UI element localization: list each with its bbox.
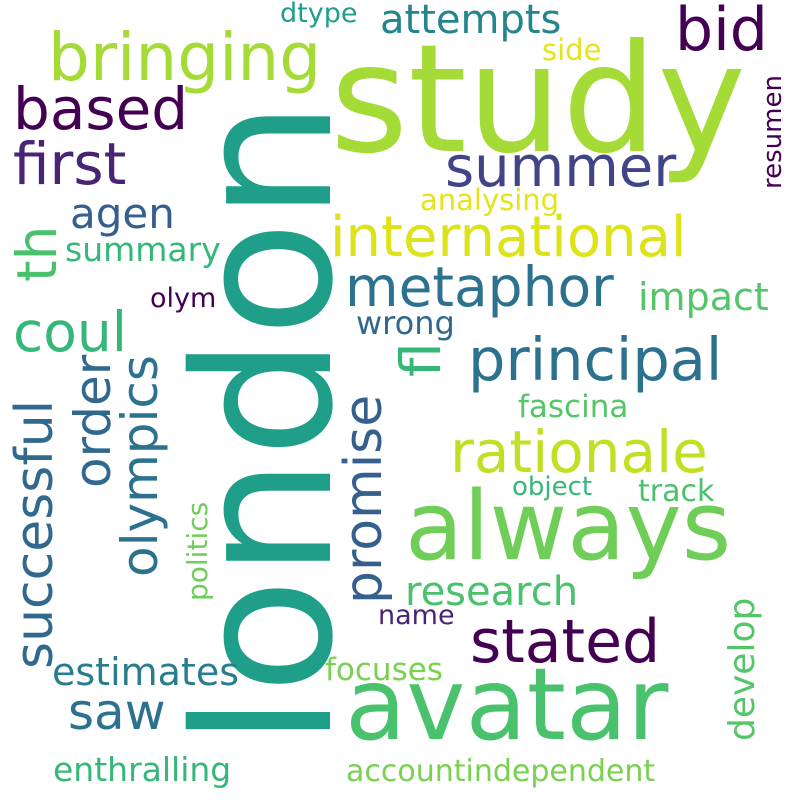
word-enthralling: enthralling [53,750,232,789]
word-accountindependent: accountindependent [346,754,656,789]
word-based: based [13,75,189,143]
word-first: first [13,130,127,198]
word-track: track [638,474,715,509]
word-coul: coul [13,300,128,364]
word-international: international [330,205,687,270]
word-politics: politics [181,501,214,601]
word-research: research [405,569,579,615]
word-resumen: resumen [758,75,788,189]
word-stated: stated [470,607,661,677]
word-dtype: dtype [280,0,358,29]
word-attempts: attempts [380,0,562,43]
word-olympics: olympics [111,355,169,577]
word-olym: olym [150,283,217,314]
word-develop: develop [722,597,763,741]
word-impact: impact [638,275,769,319]
word-bringing: bringing [48,19,322,96]
word-side: side [542,33,602,67]
word-principal: principal [468,325,723,394]
word-wrong: wrong [356,304,455,342]
word-estimates: estimates [52,650,240,694]
word-fl: fl [389,342,453,377]
word-study: study [330,13,747,187]
word-avatar: avatar [345,646,669,763]
word-focuses: focuses [325,652,443,688]
word-object: object [512,472,593,502]
word-analysing: analysing [420,183,560,217]
word-name: name [378,600,455,631]
word-summer: summer [445,135,677,200]
word-always: always [405,472,732,582]
word-fascina: fascina [518,389,629,425]
word-agen: agen [70,189,175,238]
word-promise: promise [334,394,394,604]
word-th: th [5,225,69,282]
word-bid: bid [675,0,768,65]
word-successful: successful [5,399,65,669]
word-saw: saw [68,683,166,741]
word-metaphor: metaphor [345,255,614,319]
word-rationale: rationale [450,418,708,486]
word-summary: summary [65,230,221,269]
